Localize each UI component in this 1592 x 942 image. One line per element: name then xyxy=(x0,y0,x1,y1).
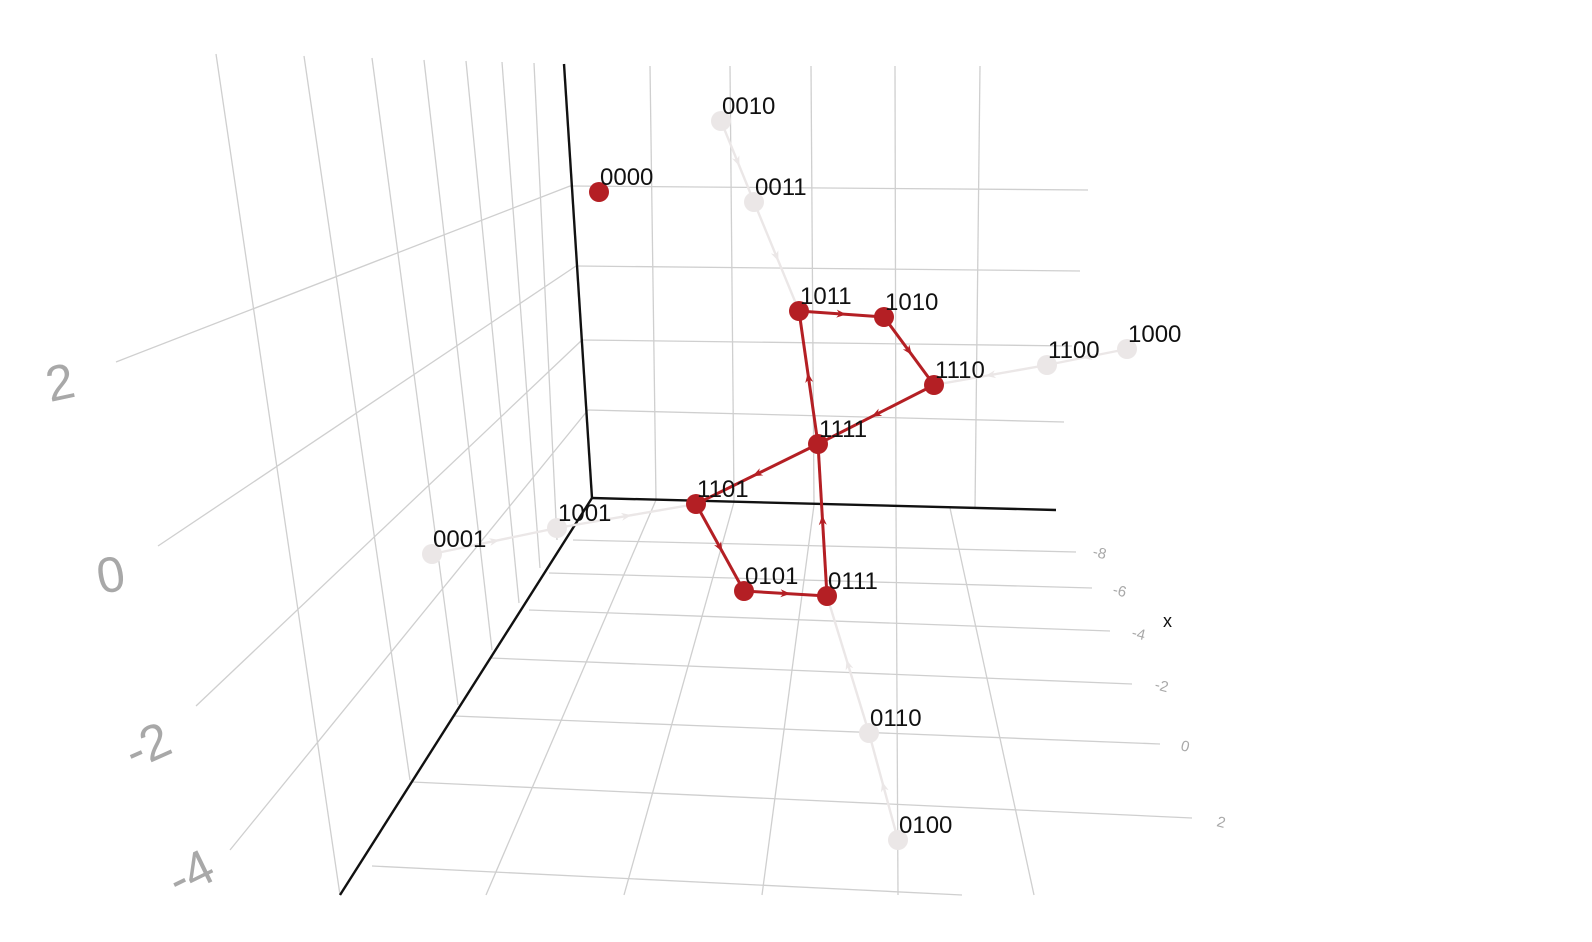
edge-arrow xyxy=(902,344,912,356)
node-0000 xyxy=(589,182,609,202)
edge-arrow xyxy=(880,781,889,793)
node-0110 xyxy=(859,723,879,743)
node-1001 xyxy=(547,518,567,538)
node-1000 xyxy=(1117,339,1137,359)
node-0010 xyxy=(711,111,731,131)
z-tick-label: 0 xyxy=(92,545,129,605)
back-wall-vertical-grid xyxy=(649,65,981,510)
side-wall-receding-grid xyxy=(115,185,589,851)
node-label-1100: 1100 xyxy=(1048,337,1100,364)
edge-arrow xyxy=(818,515,827,526)
z-tick-label: -4 xyxy=(158,838,223,908)
main-axes xyxy=(338,63,1057,896)
node-0101 xyxy=(734,581,754,601)
node-label-1110: 1110 xyxy=(935,357,985,384)
floor-x-grid xyxy=(371,539,1193,896)
edge-arrow xyxy=(714,541,723,552)
x-tick-label: -8 xyxy=(1091,543,1108,563)
node-label-0101: 0101 xyxy=(745,563,798,590)
z-tick-label: 2 xyxy=(41,352,80,413)
z-tick-label: -2 xyxy=(116,711,179,780)
back-wall-horizontal-grid xyxy=(569,185,1089,423)
node-1100 xyxy=(1037,355,1057,375)
side-wall-vertical-grid xyxy=(215,53,558,896)
x-tick-label: 2 xyxy=(1215,813,1227,832)
node-label-0010: 0010 xyxy=(722,93,775,120)
node-1101 xyxy=(686,494,706,514)
x-tick-label: -6 xyxy=(1111,581,1128,601)
node-label-1111: 1111 xyxy=(819,416,867,443)
node-0111 xyxy=(817,586,837,606)
node-label-0000: 0000 xyxy=(600,164,653,191)
nodes xyxy=(422,111,1137,850)
node-1010 xyxy=(874,307,894,327)
node-labels: 0000 0001 0010 0011 0100 0101 0110 0111 1000 1001… xyxy=(433,93,1181,839)
node-label-1101: 1101 xyxy=(697,476,749,503)
node-label-0100: 0100 xyxy=(899,812,952,839)
edge-arrow xyxy=(770,250,779,262)
edge-arrow xyxy=(985,370,997,379)
edge-arrow xyxy=(488,538,500,546)
node-1111 xyxy=(808,434,828,454)
edge-arrow xyxy=(805,372,814,384)
x-tick-label: 0 xyxy=(1179,737,1191,756)
node-1011 xyxy=(789,301,809,321)
node-1110 xyxy=(924,375,944,395)
node-label-1011: 1011 xyxy=(800,283,852,310)
edge-arrow xyxy=(620,512,632,521)
x-axis-label: x xyxy=(1163,611,1172,631)
node-0100 xyxy=(888,830,908,850)
x-tick-label: -2 xyxy=(1153,676,1170,696)
node-0001 xyxy=(422,544,442,564)
edges xyxy=(431,120,1128,841)
node-0011 xyxy=(744,192,764,212)
node-label-0001: 0001 xyxy=(433,526,486,553)
edge-arrow xyxy=(871,408,883,417)
edge-arrow xyxy=(731,155,740,167)
x-tick-label: -4 xyxy=(1130,624,1147,644)
edge-arrow xyxy=(780,589,791,598)
node-label-1000: 1000 xyxy=(1128,321,1181,348)
node-label-1010: 1010 xyxy=(885,289,938,316)
node-label-1001: 1001 xyxy=(558,500,611,527)
edge-arrow xyxy=(1082,352,1093,360)
edge-arrow xyxy=(752,468,764,477)
node-label-0111: 0111 xyxy=(828,568,878,595)
node-label-0011: 0011 xyxy=(755,174,807,201)
edge-arrow xyxy=(845,659,854,671)
node-label-0110: 0110 xyxy=(870,705,922,732)
edge-arrow xyxy=(836,309,847,318)
x-axis-tick-labels: -8-6 -4 -2 0 2 xyxy=(1091,543,1227,832)
z-axis-tick-labels: 2 0 -2 -4 xyxy=(41,352,223,908)
